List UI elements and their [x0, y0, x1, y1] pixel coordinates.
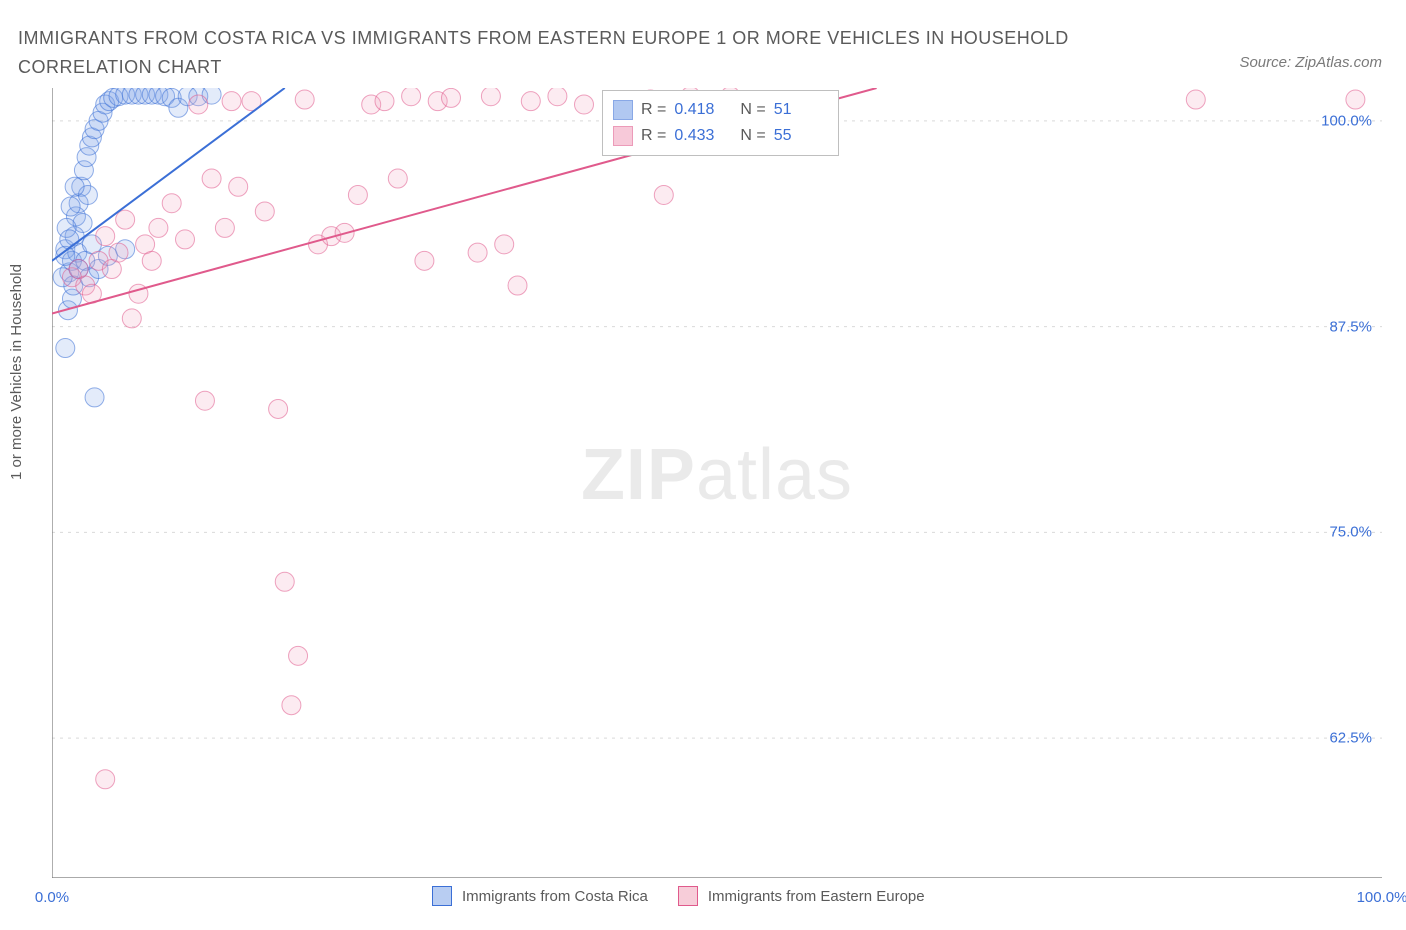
- legend-label: Immigrants from Costa Rica: [462, 888, 648, 905]
- legend-label: Immigrants from Eastern Europe: [708, 888, 925, 905]
- y-tick-label: 100.0%: [1321, 112, 1372, 129]
- y-tick-label: 62.5%: [1329, 730, 1372, 747]
- y-tick-label: 87.5%: [1329, 318, 1372, 335]
- stats-N-label: N =: [740, 101, 765, 119]
- stats-swatch: [613, 126, 633, 146]
- chart-title: IMMIGRANTS FROM COSTA RICA VS IMMIGRANTS…: [18, 24, 1206, 82]
- scatter-chart-svg: [52, 88, 1382, 878]
- legend-swatch: [432, 886, 452, 906]
- stats-N-label: N =: [740, 127, 765, 145]
- stats-R-value: 0.418: [674, 101, 724, 119]
- legend-bottom: Immigrants from Costa Rica Immigrants fro…: [432, 886, 945, 906]
- stats-N-value: 55: [774, 127, 824, 145]
- x-tick-label: 100.0%: [1357, 889, 1406, 906]
- plot-area: ZIPatlas R = 0.418 N = 51 R = 0.433 N = …: [52, 88, 1382, 878]
- stats-R-label: R =: [641, 127, 666, 145]
- stats-row: R = 0.418 N = 51: [613, 97, 824, 123]
- stats-N-value: 51: [774, 101, 824, 119]
- stats-swatch: [613, 100, 633, 120]
- stats-R-value: 0.433: [674, 127, 724, 145]
- stats-R-label: R =: [641, 101, 666, 119]
- y-axis-label: 1 or more Vehicles in Household: [8, 264, 25, 480]
- stats-row: R = 0.433 N = 55: [613, 123, 824, 149]
- y-tick-label: 75.0%: [1329, 524, 1372, 541]
- legend-swatch: [678, 886, 698, 906]
- source-label: Source: ZipAtlas.com: [1239, 54, 1382, 71]
- stats-legend-box: R = 0.418 N = 51 R = 0.433 N = 55: [602, 90, 839, 156]
- x-tick-label: 0.0%: [35, 889, 69, 906]
